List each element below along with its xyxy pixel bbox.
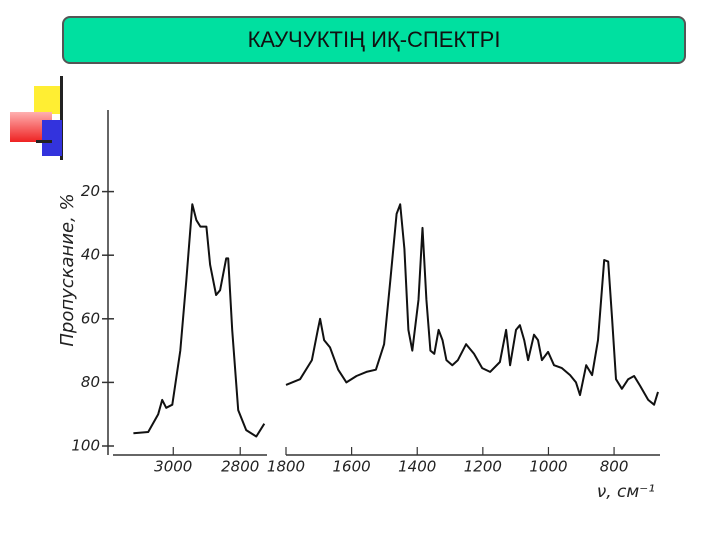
y-axis-label: Пропускание, % [57,193,78,346]
slide-title: КАУЧУКТІҢ ИҚ-СПЕКТРІ [62,16,686,64]
x-tick-label: 1400 [398,458,436,476]
x-tick-label: 1200 [464,458,502,476]
y-tick-label: 100 [71,437,100,455]
x-tick-label: 3000 [154,458,192,476]
deco-blue [42,120,62,156]
y-tick-label: 60 [81,309,100,327]
x-tick-label: 1600 [333,458,371,476]
x-tick-label: 2800 [221,458,259,476]
y-tick-label: 20 [81,182,100,200]
x-tick-label: 800 [600,458,629,476]
spectrum-line [133,203,266,438]
x-tick-label: 1800 [267,458,305,476]
x-axis-label: ν, см⁻¹ [597,482,655,502]
deco-yellow [34,86,60,114]
deco-line [60,76,63,160]
deco-dash [36,140,52,143]
y-tick-label: 80 [81,373,100,391]
x-tick-label: 1000 [529,458,567,476]
y-tick-label: 40 [81,246,100,264]
spectrum-line [285,203,659,406]
